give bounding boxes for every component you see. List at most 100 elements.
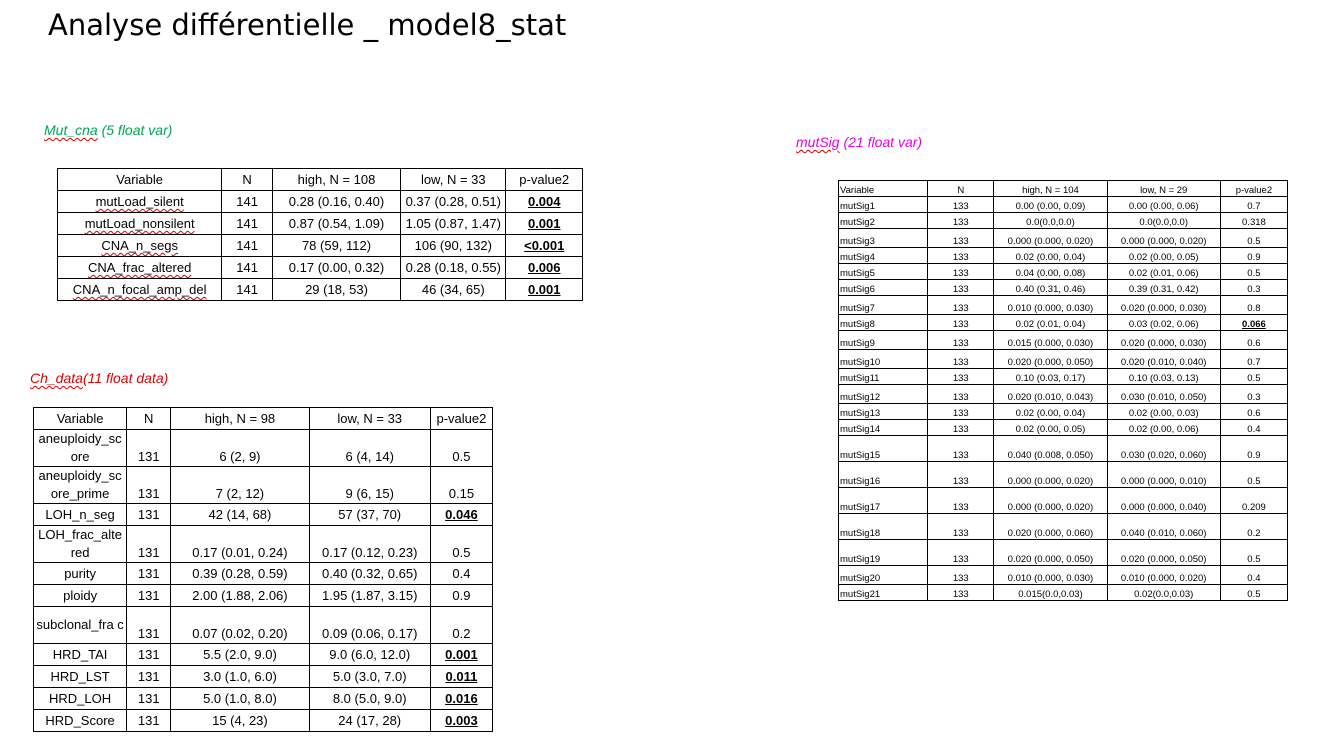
table-cell: 131: [126, 687, 172, 710]
table-cell: 0.39 (0.31, 0.42): [1106, 279, 1221, 296]
variable-name: mutSig2: [840, 217, 875, 228]
table-row: mutSig16 133 0.000 (0.000, 0.020) 0.000 (0.…: [837, 461, 1289, 488]
cell-value: 0.000 (0.000, 0.020): [1007, 476, 1094, 487]
table-cell: 7 (2, 12): [170, 466, 310, 504]
variable-name: mutSig21: [840, 589, 881, 600]
cell-value: 0.000 (0.000, 0.010): [1120, 476, 1207, 487]
table-row: mutSig2 133 0.0(0.0,0.0) 0.0(0.0,0.0) 0.318: [837, 212, 1289, 229]
cell-value: 0.7: [1247, 357, 1261, 368]
cell-value: 0.9: [1247, 450, 1261, 461]
column-header: high, N = 98: [170, 407, 310, 430]
column-header: N: [927, 180, 995, 197]
cell-value: 0.020 (0.000, 0.050): [1120, 554, 1207, 565]
cell-value: 5.5 (2.0, 9.0): [203, 647, 277, 662]
table-row: mutSig15 133 0.040 (0.008, 0.050) 0.030 (0.…: [837, 435, 1289, 462]
p-value-cell: 0.003: [429, 709, 494, 732]
cell-value: 133: [952, 236, 969, 247]
variable-name: subclonal_fra c: [36, 617, 124, 632]
cell-value: 0.04 (0.00, 0.08): [1015, 268, 1086, 279]
variable-name: mutSig20: [840, 573, 881, 584]
table-cell: 0.40 (0.31, 0.46): [993, 279, 1108, 296]
variable-name: mutSig1: [840, 201, 875, 212]
table-cell: 106 (90, 132): [400, 234, 507, 257]
cell-value: 0.02 (0.00, 0.06): [1128, 424, 1199, 435]
variable-name: mutSig9: [840, 338, 875, 349]
variable-name: mutSig5: [840, 268, 875, 279]
cell-value: 0.5: [1247, 268, 1261, 279]
cell-value: 0.00 (0.00, 0.09): [1015, 201, 1086, 212]
table-row: mutSig20 133 0.010 (0.000, 0.030) 0.010 (0.…: [837, 565, 1289, 585]
variable-cell: mutSig16: [837, 461, 929, 488]
p-value-cell: 0.046: [429, 503, 494, 526]
column-header: p-value2: [505, 168, 583, 191]
table-cell: 133: [927, 419, 995, 436]
cell-value: 0.17 (0.01, 0.24): [192, 545, 288, 560]
variable-cell: mutLoad_silent: [56, 190, 223, 213]
table-cell: 0.87 (0.54, 1.09): [271, 212, 402, 235]
table-cell: 133: [927, 196, 995, 213]
cell-value: 0.87 (0.54, 1.09): [288, 216, 385, 231]
cell-value: 0.004: [527, 194, 561, 209]
cell-value: 133: [952, 319, 969, 330]
table-cell: 0.02 (0.00, 0.05): [1106, 247, 1221, 264]
table-row: mutSig5 133 0.04 (0.00, 0.08) 0.02 (0.01, 0…: [837, 263, 1289, 280]
variable-cell: mutSig12: [837, 384, 929, 404]
cell-value: 141: [236, 216, 258, 231]
table-row: mutSig7 133 0.010 (0.000, 0.030) 0.020 (0.0…: [837, 295, 1289, 315]
table-cell: 133: [927, 513, 995, 540]
cell-value: 8.0 (5.0, 9.0): [332, 691, 407, 706]
table-cell: 0.02 (0.00, 0.04): [993, 403, 1108, 420]
cell-value: 0.010 (0.000, 0.020): [1120, 573, 1207, 584]
column-header: low, N = 33: [308, 407, 431, 430]
cell-value: 57 (37, 70): [338, 507, 402, 522]
variable-cell: HRD_Score: [32, 709, 128, 732]
table-cell: 133: [927, 279, 995, 296]
variable-cell: mutSig1: [837, 196, 929, 213]
cell-value: 133: [952, 528, 969, 539]
variable-name: mutSig7: [840, 303, 875, 314]
table-cell: 1.05 (0.87, 1.47): [400, 212, 507, 235]
section-label-mutsig: mutSig (21 float var): [796, 134, 922, 150]
table-row: mutLoad_nonsilent 141 0.87 (0.54, 1.09) 1.0…: [56, 212, 583, 235]
table-cell: 0.00 (0.00, 0.09): [993, 196, 1108, 213]
variable-cell: HRD_TAI: [32, 643, 128, 666]
table-cell: 133: [927, 435, 995, 462]
table-cell: 131: [126, 466, 172, 504]
table-cell: 133: [927, 228, 995, 248]
variable-cell: mutSig7: [837, 295, 929, 315]
cell-value: 0.001: [445, 647, 478, 662]
cell-value: 0.09 (0.06, 0.17): [322, 626, 418, 641]
table-cell: 0.02 (0.00, 0.06): [1106, 419, 1221, 436]
variable-name: mutLoad_nonsilent: [84, 216, 195, 231]
cell-value: 131: [137, 449, 160, 464]
cell-value: 0.2: [452, 626, 471, 641]
table-cell: 0.040 (0.010, 0.060): [1106, 513, 1221, 540]
cell-value: 0.030 (0.020, 0.060): [1120, 450, 1207, 461]
cell-value: 0.020 (0.000, 0.050): [1007, 357, 1094, 368]
table-cell: 133: [927, 263, 995, 280]
variable-cell: HRD_LST: [32, 665, 128, 688]
cell-value: 0.02 (0.00, 0.04): [1015, 408, 1086, 419]
table-row: aneuploidy_sc ore_prime 131 7 (2, 12) 9 (6,…: [32, 466, 494, 504]
p-value-cell: 0.5: [1219, 584, 1289, 601]
table-row: mutSig4 133 0.02 (0.00, 0.04) 0.02 (0.00, 0…: [837, 247, 1289, 264]
table-cell: 0.02 (0.00, 0.04): [993, 247, 1108, 264]
cell-value: 133: [952, 373, 969, 384]
variable-cell: aneuploidy_sc ore: [32, 429, 128, 467]
cell-value: 133: [952, 573, 969, 584]
cell-value: 133: [952, 450, 969, 461]
cell-value: 0.02 (0.01, 0.06): [1128, 268, 1199, 279]
cell-value: 0.4: [1247, 424, 1261, 435]
variable-cell: LOH_frac_alte red: [32, 525, 128, 563]
cell-value: 131: [137, 713, 160, 728]
variable-cell: mutSig15: [837, 435, 929, 462]
table-row: aneuploidy_sc ore 131 6 (2, 9) 6 (4, 14) 0.5: [32, 429, 494, 467]
table-cell: 131: [126, 643, 172, 666]
p-value-cell: 0.2: [429, 606, 494, 644]
p-value-cell: 0.7: [1219, 349, 1289, 369]
cell-value: 141: [236, 194, 258, 209]
table-cell: 141: [221, 256, 273, 279]
cell-value: 0.010 (0.000, 0.030): [1007, 303, 1094, 314]
column-header: N: [221, 168, 273, 191]
